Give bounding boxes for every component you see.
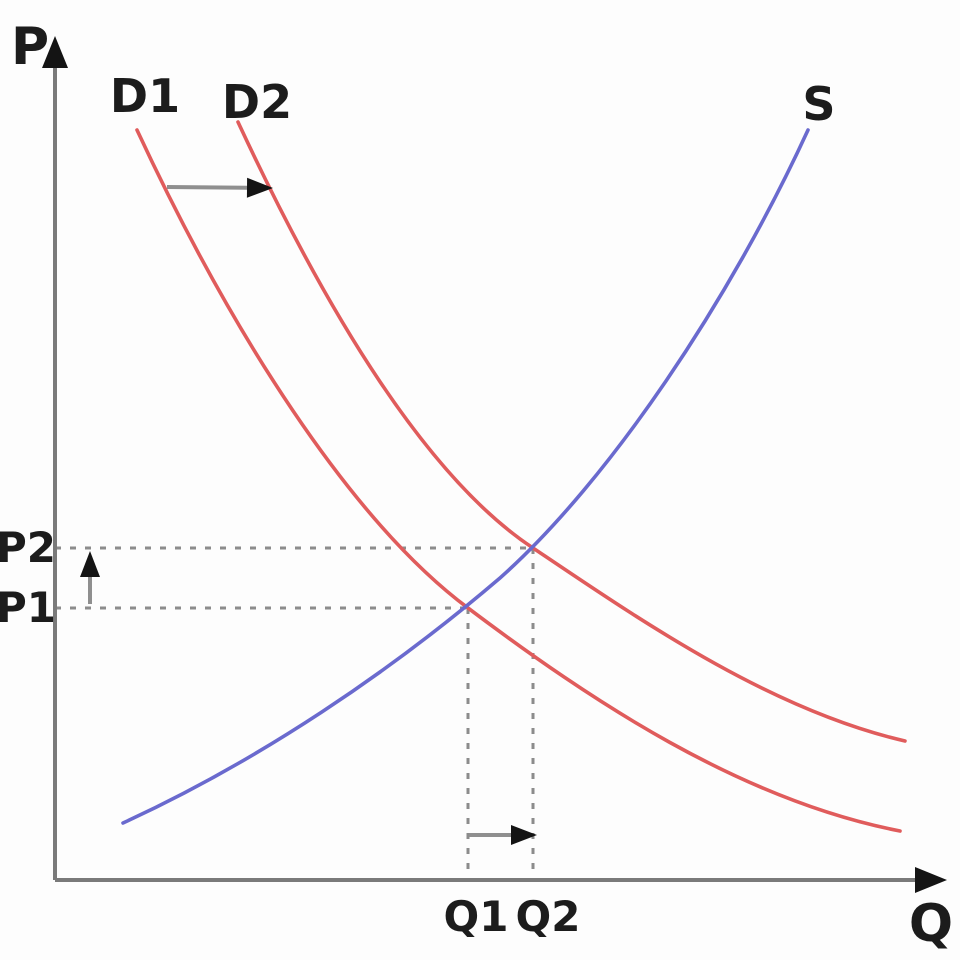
tick-label-p1: P1 [0, 583, 56, 632]
tick-label-p2: P2 [0, 523, 56, 572]
tick-label-q1: Q1 [444, 892, 509, 941]
tick-label-q2: Q2 [516, 892, 581, 941]
quantity-shift-arrow-head [511, 825, 537, 845]
curve-label-s: S [802, 77, 835, 131]
curve-d2 [236, 120, 907, 743]
p-axis-label: P [11, 17, 49, 77]
x-axis-head [915, 867, 947, 893]
price-shift-arrow-head [80, 551, 100, 577]
y-axis-head [42, 36, 68, 68]
demand-shift-arrow-head [246, 177, 273, 198]
q-axis-label: Q [909, 894, 953, 954]
curve-label-d2: D2 [222, 75, 292, 129]
demand-shift-arrow-stem [166, 185, 248, 190]
curve-d1 [135, 128, 902, 833]
curve-label-d1: D1 [110, 69, 180, 123]
curve-s [121, 128, 810, 825]
